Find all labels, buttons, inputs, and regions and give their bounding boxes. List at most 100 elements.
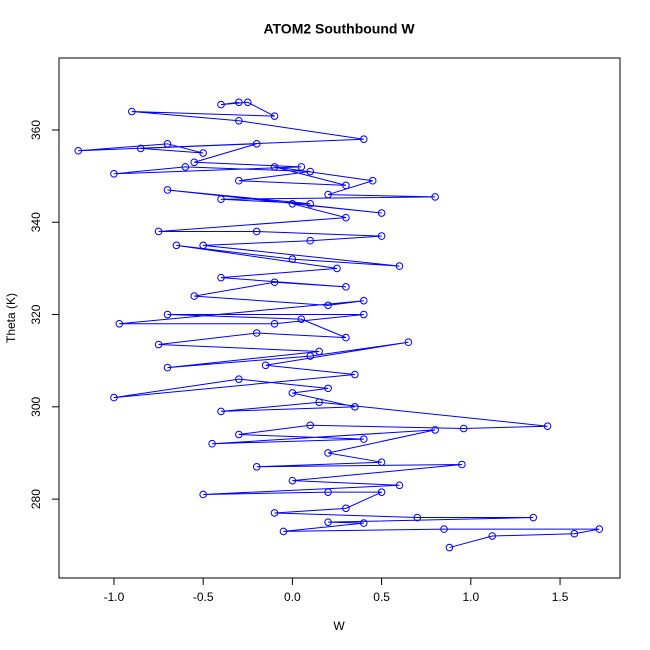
- data-point: [288, 255, 297, 263]
- y-tick-label: 280: [29, 489, 43, 509]
- data-point: [359, 310, 368, 319]
- data-point: [440, 525, 448, 533]
- x-tick-label: 0.5: [373, 590, 390, 604]
- data-point: [377, 458, 386, 466]
- data-point: [377, 209, 386, 217]
- data-point: [172, 241, 181, 250]
- data-point: [359, 519, 368, 527]
- data-point: [306, 421, 315, 430]
- data-point: [377, 232, 386, 240]
- data-point: [395, 262, 404, 270]
- data-point: [570, 529, 579, 538]
- data-point: [279, 527, 288, 536]
- y-tick-label: 320: [29, 304, 43, 324]
- data-line: [78, 101, 600, 549]
- data-point: [543, 422, 552, 430]
- data-point: [217, 407, 225, 416]
- data-point: [270, 112, 279, 120]
- data-point: [306, 167, 315, 176]
- data-point: [488, 532, 497, 540]
- data-point: [235, 98, 243, 107]
- data-point: [413, 513, 422, 522]
- data-point: [190, 292, 199, 300]
- data-point: [74, 146, 83, 155]
- y-axis-label: Theta (K): [4, 293, 18, 343]
- data-point: [115, 319, 124, 328]
- data-point: [297, 315, 306, 323]
- data-point: [288, 389, 297, 397]
- data-point: [368, 176, 377, 185]
- data-point: [288, 476, 297, 485]
- data-point: [377, 488, 386, 496]
- data-point: [395, 481, 404, 490]
- data-point: [324, 488, 332, 496]
- data-point: [529, 513, 538, 522]
- data-point: [431, 426, 439, 434]
- data-point: [270, 278, 279, 287]
- data-point: [359, 435, 368, 443]
- data-point: [270, 163, 279, 171]
- data-point: [110, 393, 118, 402]
- data-point: [342, 181, 350, 190]
- data-point: [324, 449, 332, 457]
- data-point: [306, 236, 315, 245]
- data-point: [235, 375, 243, 383]
- data-point: [199, 149, 207, 157]
- data-point: [595, 525, 604, 533]
- data-point: [351, 370, 359, 379]
- data-point: [235, 116, 243, 125]
- x-tick-label: -0.5: [193, 590, 214, 604]
- data-point: [445, 543, 454, 552]
- data-point: [252, 463, 261, 471]
- data-point: [235, 176, 243, 185]
- data-point: [297, 163, 306, 171]
- data-point: [342, 213, 350, 222]
- data-point: [208, 439, 216, 448]
- data-point: [243, 98, 252, 107]
- data-point: [217, 195, 225, 203]
- data-point: [252, 140, 261, 148]
- data-point: [324, 518, 332, 526]
- data-point: [163, 310, 172, 319]
- data-point: [404, 338, 413, 347]
- data-point: [306, 200, 315, 208]
- data-point: [190, 158, 199, 167]
- data-point: [217, 100, 225, 109]
- data-point: [315, 347, 323, 356]
- data-point: [261, 361, 270, 370]
- data-point: [154, 340, 163, 349]
- data-point: [270, 509, 279, 517]
- data-point: [324, 384, 332, 393]
- data-point: [199, 490, 207, 499]
- data-point: [324, 190, 332, 199]
- data-point: [181, 163, 190, 171]
- data-point: [459, 424, 468, 433]
- data-point: [163, 186, 172, 194]
- data-point: [110, 170, 118, 178]
- data-point: [324, 301, 332, 310]
- data-point: [342, 283, 350, 291]
- data-point: [217, 273, 225, 282]
- data-point: [359, 135, 368, 144]
- data-point: [315, 398, 323, 407]
- data-point: [351, 403, 359, 411]
- data-point: [235, 430, 243, 439]
- data-point: [342, 333, 350, 342]
- y-tick-label: 300: [29, 396, 43, 416]
- y-tick-label: 340: [29, 212, 43, 232]
- y-tick-label: 360: [29, 120, 43, 140]
- chart-title: ATOM2 Southbound W: [263, 21, 415, 37]
- data-point: [359, 296, 368, 305]
- data-point: [163, 363, 172, 372]
- data-point: [154, 227, 163, 236]
- data-point: [306, 352, 315, 360]
- data-point: [252, 227, 261, 236]
- data-point: [458, 460, 466, 469]
- x-tick-label: -1.0: [104, 590, 125, 604]
- x-tick-label: 1.0: [462, 590, 479, 604]
- data-point: [136, 144, 145, 153]
- data-point: [252, 329, 261, 337]
- x-axis-label: W: [333, 619, 345, 633]
